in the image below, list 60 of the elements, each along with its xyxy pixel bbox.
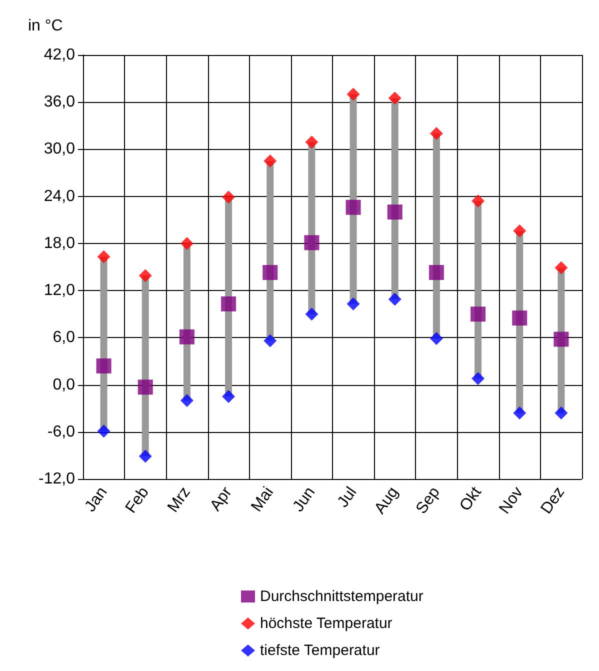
point: [97, 250, 110, 264]
point: [97, 424, 110, 438]
point: [305, 308, 318, 321]
point: [222, 390, 236, 404]
x-tick-label: Sep: [413, 484, 444, 518]
point: [430, 332, 443, 345]
x-tick-label: Mai: [248, 484, 278, 515]
point: [346, 200, 361, 215]
y-tick-label: 6,0: [52, 329, 76, 346]
point: [430, 127, 443, 140]
point: [512, 310, 528, 326]
point: [346, 88, 360, 101]
y-tick-label: 42,0: [44, 46, 76, 64]
point: [472, 372, 485, 385]
y-tick-label: 18,0: [44, 234, 76, 252]
point: [180, 394, 194, 407]
x-tick-label: Dez: [538, 484, 568, 518]
legend-label: tiefste Temperatur: [260, 642, 380, 659]
x-tick-label: Feb: [122, 484, 152, 516]
point: [138, 450, 152, 463]
point: [304, 235, 320, 250]
point: [554, 332, 569, 347]
point: [513, 406, 526, 420]
x-tick-label: Jul: [334, 484, 360, 511]
point: [221, 296, 236, 312]
point: [138, 269, 152, 282]
y-tick-label: 12,0: [44, 282, 76, 300]
point: [554, 261, 568, 274]
point: [470, 306, 486, 322]
point: [472, 194, 485, 208]
point: [138, 380, 153, 395]
point: [388, 92, 402, 105]
point: [179, 329, 194, 344]
y-tick-label: -12,0: [38, 470, 76, 488]
x-tick-label: Okt: [456, 484, 486, 514]
point: [305, 136, 318, 149]
point: [180, 236, 194, 250]
point: [388, 292, 402, 306]
y-tick-label: 0,0: [52, 376, 76, 394]
y-tick-label: -6,0: [47, 423, 76, 440]
x-tick-label: Jun: [290, 484, 319, 516]
y-tick-label: 24,0: [44, 188, 76, 205]
point: [554, 406, 568, 420]
point: [262, 264, 278, 280]
legend-label: Durchschnittstemperatur: [260, 588, 424, 605]
x-tick-label: Mrz: [164, 484, 194, 516]
point: [222, 190, 236, 204]
point: [513, 224, 526, 238]
y-tick-label: 30,0: [44, 140, 76, 158]
x-tick-label: Jan: [82, 484, 111, 516]
y-axis-title: in °C: [28, 18, 63, 34]
point: [264, 154, 277, 168]
x-tick-label: Apr: [207, 484, 236, 514]
point: [387, 204, 402, 220]
point: [346, 297, 360, 310]
legend-label: höchste Temperatur: [260, 615, 392, 632]
point: [428, 264, 444, 280]
point: [96, 358, 112, 374]
y-tick-label: 36,0: [44, 94, 76, 111]
point: [264, 334, 277, 348]
